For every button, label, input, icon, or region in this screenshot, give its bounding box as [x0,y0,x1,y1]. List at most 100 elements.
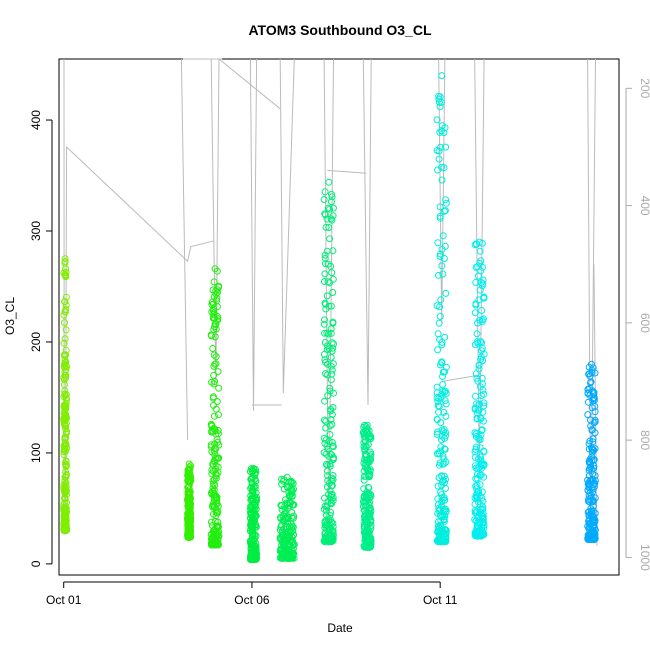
data-point [477,279,485,286]
data-point [281,511,289,519]
data-point [60,381,68,389]
data-point [434,482,442,490]
data-point [327,416,335,423]
data-point [329,204,337,212]
data-point [480,390,488,398]
data-point [249,531,257,539]
data-point [60,481,68,489]
data-point [439,373,446,380]
data-point [360,472,368,480]
data-point [330,454,337,462]
data-point [437,531,445,539]
data-point [441,387,449,395]
series-2 [207,265,223,549]
data-point [62,268,70,276]
data-point [211,526,218,534]
data-point [278,549,285,557]
data-point [209,477,217,485]
data-point [61,441,69,449]
data-point [61,308,69,316]
data-point [326,387,334,395]
data-point [434,346,442,354]
data-point [61,517,69,525]
data-point [321,339,329,346]
data-point [442,412,450,420]
data-point [61,506,69,514]
data-point [61,477,69,485]
data-point [61,411,69,419]
data-point [214,463,222,471]
data-point [438,72,446,80]
data-point [473,414,481,422]
data-point [322,223,330,231]
data-point [363,466,371,474]
data-point [433,394,441,401]
data-point [360,524,368,532]
data-point [62,402,70,410]
data-point [211,323,219,331]
data-point [63,428,70,436]
data-point [329,247,337,255]
data-point [327,329,335,337]
data-point [360,476,368,484]
data-point [440,207,448,215]
data-point [328,482,336,490]
data-point [214,313,221,320]
data-point [476,518,484,526]
data-point [438,122,446,130]
data-point [321,254,329,262]
data-point [589,488,596,496]
data-point [472,263,480,271]
data-point [213,294,221,302]
data-point [591,408,599,416]
data-point [590,419,598,427]
data-point [185,533,193,541]
data-point [323,292,331,300]
data-point [434,450,441,458]
data-point [208,421,216,429]
data-point [207,331,215,339]
right-tick-label: 400 [638,196,650,216]
data-point [366,537,374,545]
data-point [210,510,217,518]
data-point [211,541,219,549]
data-point [360,497,368,505]
pressure-line-segment-1 [180,58,189,441]
data-point [472,370,480,378]
data-point [328,420,336,428]
data-point [436,103,444,111]
data-point [433,383,441,391]
data-point [62,272,70,280]
data-point [328,216,336,224]
data-point [440,408,448,416]
data-point [320,320,328,328]
pressure-line-segment-10 [362,58,372,406]
data-point [283,482,291,490]
data-point [362,464,370,472]
data-point [440,460,448,468]
data-point [211,451,219,459]
data-point [283,533,291,541]
data-point [436,303,444,311]
data-point [324,445,332,453]
data-point [62,293,70,301]
data-point [473,330,481,338]
data-point [321,278,328,285]
x-tick-label: Oct 06 [234,593,270,607]
data-point [284,518,292,526]
data-point [186,528,193,536]
data-point [325,535,333,543]
data-point [435,408,443,416]
data-point [478,426,486,434]
data-point [478,339,486,347]
data-point [322,511,330,519]
data-point [184,502,192,510]
data-point [434,428,441,436]
data-point [471,341,479,349]
data-point [480,293,488,301]
data-point [590,390,598,398]
data-point [215,384,223,392]
data-point [321,316,328,324]
data-point [215,411,222,419]
data-point [441,368,448,376]
